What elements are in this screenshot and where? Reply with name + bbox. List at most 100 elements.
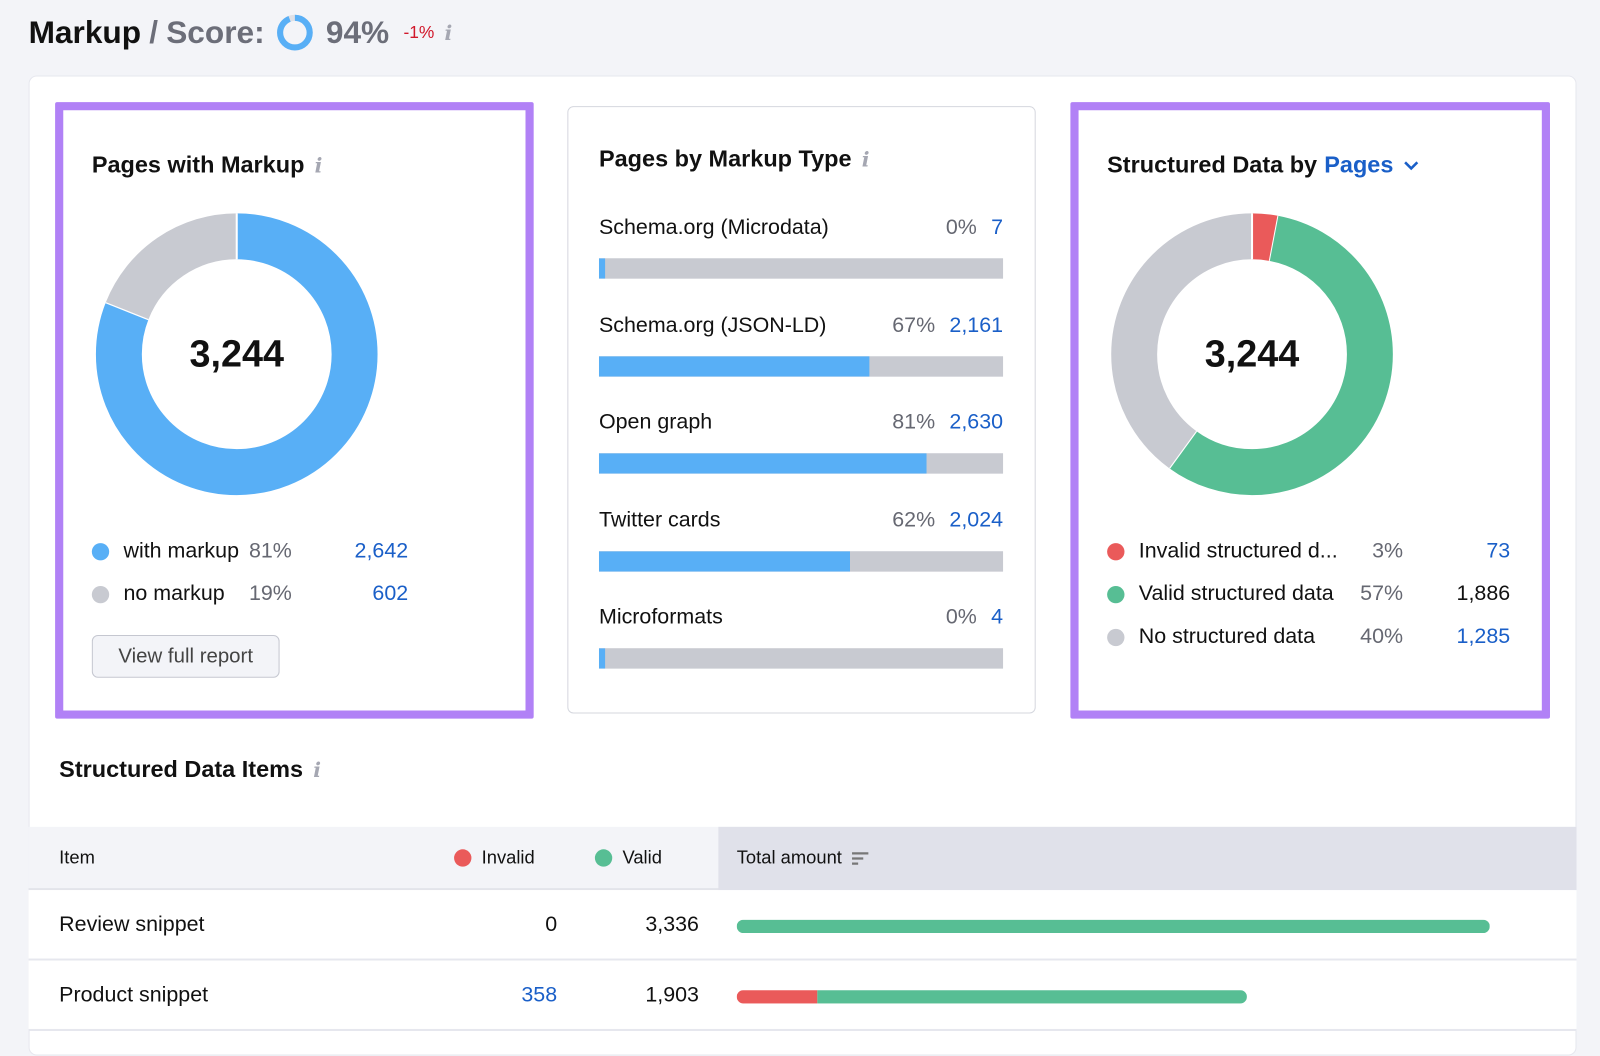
legend-label: Valid structured data bbox=[1138, 581, 1334, 606]
legend-count: 1,886 bbox=[1456, 581, 1511, 606]
page-title: Markup bbox=[28, 14, 142, 51]
total-amount-bar bbox=[736, 990, 1248, 1004]
markup-type-count[interactable]: 4 bbox=[991, 605, 1004, 629]
markup-type-count[interactable]: 2,630 bbox=[949, 410, 1004, 434]
invalid-dot-icon bbox=[454, 849, 472, 867]
markup-type-row[interactable]: Schema.org (JSON-LD) 67% 2,161 bbox=[598, 312, 1004, 384]
legend-count[interactable]: 602 bbox=[372, 581, 409, 606]
donut-total: 3,244 bbox=[1204, 332, 1300, 375]
column-invalid[interactable]: Invalid bbox=[454, 847, 535, 868]
markup-type-label: Schema.org (Microdata) bbox=[598, 215, 829, 239]
donut-segment-1[interactable] bbox=[1111, 213, 1393, 496]
legend-percent: 19% bbox=[248, 581, 292, 606]
markup-type-count[interactable]: 7 bbox=[991, 215, 1004, 239]
card-title: Pages by Markup Type i bbox=[598, 144, 870, 172]
markup-type-percent: 0% bbox=[945, 215, 977, 239]
page-header: Markup / Score: 94% -1% i bbox=[29, 12, 453, 53]
invalid-count: 0 bbox=[545, 912, 558, 937]
legend-label: Invalid structured d... bbox=[1138, 538, 1338, 563]
markup-type-bar bbox=[598, 258, 1004, 279]
legend-label: with markup bbox=[123, 538, 239, 563]
legend-percent: 40% bbox=[1360, 624, 1404, 649]
legend-count[interactable]: 2,642 bbox=[354, 538, 409, 563]
legend-item[interactable]: Invalid structured d... 3% 73 bbox=[1107, 539, 1515, 563]
markup-type-label: Open graph bbox=[598, 410, 713, 434]
markup-type-bar bbox=[598, 355, 1004, 377]
markup-donut-chart bbox=[95, 213, 378, 496]
valid-dot-icon bbox=[594, 849, 613, 867]
legend-dot-icon bbox=[1107, 628, 1125, 646]
chevron-down-icon[interactable] bbox=[1402, 158, 1420, 172]
markup-type-count[interactable]: 2,024 bbox=[949, 507, 1004, 532]
column-item[interactable]: Item bbox=[59, 847, 95, 868]
legend-item[interactable]: with markup 81% 2,642 bbox=[91, 538, 419, 563]
segment-divider bbox=[105, 301, 149, 321]
column-valid[interactable]: Valid bbox=[594, 847, 662, 868]
score-ring-icon bbox=[277, 14, 314, 51]
structured-data-card: Structured Data by Pages 3,244 Invalid s… bbox=[1070, 102, 1550, 719]
valid-count: 3,336 bbox=[645, 912, 699, 937]
legend-item[interactable]: No structured data 40% 1,285 bbox=[1107, 625, 1515, 649]
structured-data-donut-chart bbox=[1111, 213, 1393, 496]
markup-type-row[interactable]: Open graph 81% 2,630 bbox=[598, 410, 1004, 481]
markup-type-label: Microformats bbox=[598, 605, 723, 629]
markup-type-bar bbox=[598, 550, 1004, 572]
card-title: Pages with Markup i bbox=[91, 151, 323, 178]
info-icon[interactable]: i bbox=[314, 152, 323, 178]
markup-type-row[interactable]: Microformats 0% 4 bbox=[598, 605, 1004, 676]
pages-by-markup-type-card: Pages by Markup Type i Schema.org (Micro… bbox=[567, 106, 1036, 714]
markup-type-bar bbox=[598, 453, 1004, 474]
legend-count[interactable]: 1,285 bbox=[1456, 624, 1511, 649]
legend-label: No structured data bbox=[1138, 624, 1316, 649]
markup-type-bar-fill bbox=[598, 453, 927, 474]
markup-type-percent: 81% bbox=[892, 410, 936, 434]
valid-count: 1,903 bbox=[645, 983, 699, 1007]
markup-type-percent: 0% bbox=[945, 605, 977, 629]
valid-bar-segment bbox=[817, 990, 1248, 1004]
markup-type-row[interactable]: Twitter cards 62% 2,024 bbox=[598, 507, 1004, 579]
item-name: Product snippet bbox=[59, 983, 209, 1007]
legend-item[interactable]: Valid structured data 57% 1,886 bbox=[1107, 582, 1515, 606]
item-name: Review snippet bbox=[59, 912, 205, 937]
column-total-amount[interactable]: Total amount bbox=[737, 847, 871, 868]
legend-item[interactable]: no markup 19% 602 bbox=[91, 581, 419, 606]
legend-percent: 57% bbox=[1360, 581, 1404, 606]
markup-type-bar-fill bbox=[598, 355, 870, 377]
title-separator: / bbox=[149, 14, 159, 51]
sort-icon[interactable] bbox=[850, 850, 870, 866]
markup-type-bar-fill bbox=[598, 550, 850, 572]
segment-divider bbox=[1268, 215, 1280, 262]
table-row[interactable]: Review snippet 0 3,336 bbox=[28, 890, 1577, 961]
legend-dot-icon bbox=[91, 585, 110, 603]
invalid-count[interactable]: 358 bbox=[521, 983, 558, 1007]
markup-type-label: Twitter cards bbox=[598, 507, 721, 532]
table-row[interactable]: Product snippet 358 1,903 bbox=[28, 960, 1577, 1032]
info-icon[interactable]: i bbox=[444, 20, 453, 45]
pages-with-markup-card: Pages with Markup i 3,244 with markup 81%… bbox=[55, 102, 534, 719]
valid-bar-segment bbox=[736, 919, 1490, 934]
markup-type-row[interactable]: Schema.org (Microdata) 0% 7 bbox=[598, 215, 1004, 286]
markup-type-percent: 62% bbox=[892, 507, 936, 532]
score-value: 94% bbox=[325, 14, 390, 51]
legend-label: no markup bbox=[123, 581, 225, 606]
score-label: Score: bbox=[166, 14, 265, 51]
card-title: Structured Data by Pages bbox=[1107, 151, 1420, 179]
view-full-report-button[interactable]: View full report bbox=[91, 634, 280, 678]
markup-type-count[interactable]: 2,161 bbox=[949, 312, 1004, 337]
total-amount-bar bbox=[736, 919, 1490, 934]
legend-dot-icon bbox=[1107, 585, 1125, 603]
info-icon[interactable]: i bbox=[313, 756, 322, 782]
pages-dropdown[interactable]: Pages bbox=[1324, 151, 1394, 178]
info-icon[interactable]: i bbox=[861, 146, 870, 171]
markup-type-percent: 67% bbox=[892, 312, 936, 337]
markup-type-bar bbox=[598, 648, 1004, 669]
score-delta: -1% bbox=[403, 22, 435, 42]
legend-percent: 3% bbox=[1372, 538, 1404, 563]
legend-dot-icon bbox=[91, 542, 110, 560]
invalid-bar-segment bbox=[736, 990, 818, 1004]
structured-data-items-title: Structured Data Items i bbox=[59, 755, 322, 782]
legend-dot-icon bbox=[1107, 542, 1125, 560]
legend-count[interactable]: 73 bbox=[1486, 538, 1511, 563]
markup-type-bar-fill bbox=[598, 648, 606, 669]
segment-divider bbox=[1168, 430, 1198, 469]
